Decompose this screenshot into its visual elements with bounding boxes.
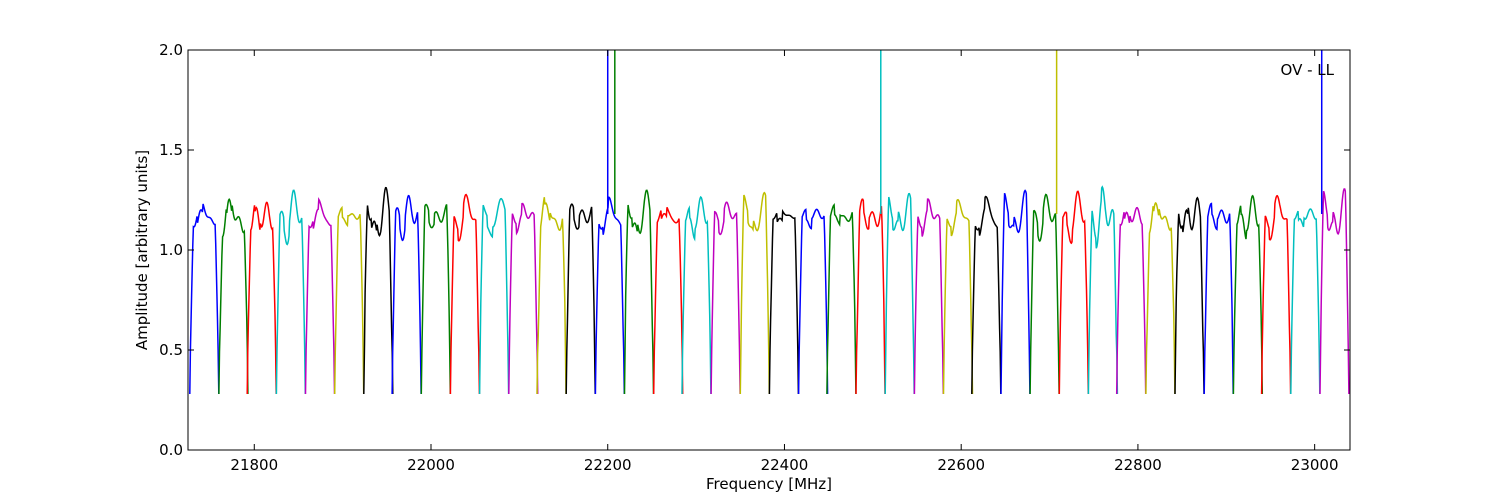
spectrum-band-line xyxy=(508,202,539,395)
y-axis-title: Amplitude [arbitrary units] xyxy=(133,150,151,350)
x-tick-label: 22200 xyxy=(584,456,632,474)
spectrum-band-line xyxy=(536,197,567,395)
spectrum-band-line xyxy=(1145,201,1176,395)
x-tick-label: 22600 xyxy=(937,456,985,474)
y-tick-label: 1.5 xyxy=(159,141,183,159)
spectrum-band-line xyxy=(913,198,945,395)
spectrum-band-line xyxy=(1029,193,1060,395)
spectrum-band-line xyxy=(218,197,249,395)
spectrum-band-line xyxy=(1087,185,1119,395)
spectrum-band-line xyxy=(797,208,829,395)
spectrum-band-line xyxy=(391,194,422,395)
x-tick-label: 22400 xyxy=(761,456,809,474)
spectrum-band-line xyxy=(1115,206,1147,395)
spectrum-band-line xyxy=(363,186,394,395)
y-tick-label: 2.0 xyxy=(159,41,183,59)
spectrum-band-line xyxy=(189,203,220,395)
spectrum-band-line xyxy=(884,192,915,395)
ticks-layer: 21800 22000 22200 22400 22600 22800 23000 0.0 0.… xyxy=(159,41,1350,474)
spectrum-band-line xyxy=(565,203,596,395)
x-tick-label: 23000 xyxy=(1291,456,1339,474)
spectrum-band-line xyxy=(739,191,771,395)
spectrum-band-line xyxy=(478,197,510,395)
spectrum-band-line xyxy=(623,189,655,395)
spectrum-band-line xyxy=(1058,190,1090,395)
spectrum-band-line xyxy=(304,197,336,395)
spectrum-band-line xyxy=(652,207,684,395)
series-layer xyxy=(189,50,1350,395)
spectrum-band-line xyxy=(1260,194,1292,395)
spectrum-band-line xyxy=(826,203,857,395)
spectrum-band-line xyxy=(594,196,626,395)
x-tick-label: 22800 xyxy=(1114,456,1162,474)
spectrum-band-line xyxy=(768,208,800,395)
spectrum-band-line xyxy=(971,195,1002,395)
spectrum-band-line xyxy=(246,201,277,395)
y-tick-label: 1.0 xyxy=(159,241,183,259)
spectrum-band-line xyxy=(681,195,712,395)
y-tick-label: 0.0 xyxy=(159,441,183,459)
spectrum-band-line xyxy=(420,203,452,395)
spectrum-band-line xyxy=(449,193,481,395)
spectrum-band-line xyxy=(1290,208,1321,395)
spectrum-band-line xyxy=(1000,189,1031,395)
x-tick-label: 22000 xyxy=(407,456,455,474)
spectrum-band-line xyxy=(275,189,307,395)
spectrum-band-line xyxy=(855,198,886,395)
y-tick-label: 0.5 xyxy=(159,341,183,359)
spectrum-band-line xyxy=(710,201,741,395)
x-tick-label: 21800 xyxy=(230,456,278,474)
plot-annotation: OV - LL xyxy=(1281,61,1335,79)
spectrum-band-line xyxy=(1203,202,1234,395)
spectrum-band-line xyxy=(1232,194,1264,395)
spectrum-band-line xyxy=(942,198,974,395)
x-axis-title: Frequency [MHz] xyxy=(706,475,832,493)
spectrum-band-line xyxy=(1319,188,1350,395)
spectrum-band-line xyxy=(333,205,365,395)
spectrum-band-line xyxy=(1174,196,1205,395)
